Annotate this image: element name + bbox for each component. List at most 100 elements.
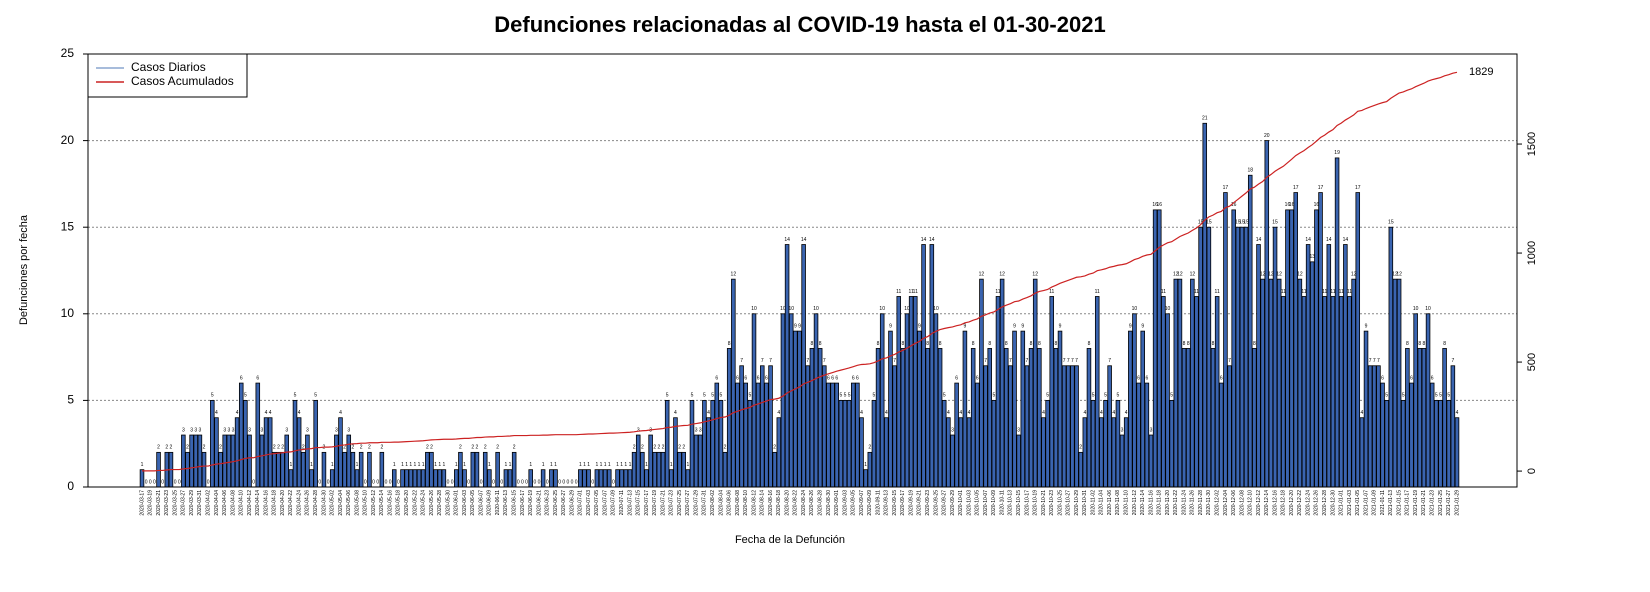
bar xyxy=(1198,226,1203,488)
data-label: 0 xyxy=(153,479,156,485)
bar xyxy=(660,451,666,488)
data-label: 12 xyxy=(1297,271,1303,277)
bar xyxy=(735,382,740,488)
x-tick-label: 2020-12-30 xyxy=(1330,490,1336,516)
bar xyxy=(267,417,273,488)
data-label: 7 xyxy=(769,358,772,364)
bar xyxy=(776,417,782,488)
x-tick-label: 2021-01-05 xyxy=(1355,490,1361,516)
x-tick-label: 2020-07-25 xyxy=(677,490,683,516)
data-label: 0 xyxy=(397,479,400,485)
bar xyxy=(987,348,992,488)
bar xyxy=(631,451,637,488)
x-tick-label: 2020-04-20 xyxy=(280,490,286,516)
bar xyxy=(669,469,674,488)
bar xyxy=(247,434,252,488)
data-label: 6 xyxy=(765,375,768,381)
bar xyxy=(1115,399,1121,488)
data-label: 4 xyxy=(1100,410,1103,416)
x-tick-label: 2020-10-27 xyxy=(1066,490,1072,516)
x-tick-label: 2020-08-20 xyxy=(784,490,790,516)
data-label: 1 xyxy=(463,462,466,468)
data-label: 0 xyxy=(591,479,594,485)
x-tick-label: 2021-01-19 xyxy=(1413,490,1419,516)
data-label: 8 xyxy=(1406,341,1409,347)
bar xyxy=(689,399,695,488)
bar xyxy=(1384,399,1389,488)
x-tick-label: 2021-01-27 xyxy=(1446,490,1452,516)
bar xyxy=(1434,399,1439,488)
data-label: 8 xyxy=(1423,341,1426,347)
data-label: 1 xyxy=(422,462,425,468)
data-label: 1 xyxy=(356,462,359,468)
x-tick-label: 2020-03-23 xyxy=(164,490,170,516)
x-tick-label: 2020-05-04 xyxy=(338,490,344,516)
data-label: 10 xyxy=(788,306,794,312)
bar xyxy=(1268,278,1274,488)
x-tick-label: 2020-08-22 xyxy=(793,490,799,516)
data-label: 2 xyxy=(219,445,222,451)
x-tick-label: 2020-04-12 xyxy=(247,490,253,516)
data-label: 2 xyxy=(662,445,665,451)
data-label: 0 xyxy=(517,479,520,485)
data-label: 6 xyxy=(736,375,739,381)
bar xyxy=(1405,348,1410,488)
bar xyxy=(1190,278,1195,488)
x-tick-label: 2020-08-06 xyxy=(727,490,733,516)
data-label: 1 xyxy=(670,462,673,468)
bar xyxy=(1421,348,1427,488)
data-label: 2 xyxy=(641,445,644,451)
data-label: 11 xyxy=(1161,289,1166,295)
x-tick-label: 2021-01-29 xyxy=(1454,490,1460,516)
x-tick-label: 2020-03-25 xyxy=(172,490,178,516)
bar xyxy=(1136,382,1141,488)
bar xyxy=(892,365,897,488)
bar xyxy=(731,278,736,488)
bar xyxy=(1057,330,1063,488)
bar xyxy=(834,382,839,488)
bar xyxy=(913,296,918,488)
x-tick-label: 2020-11-04 xyxy=(1099,490,1105,515)
data-label: 10 xyxy=(1165,306,1171,312)
bar xyxy=(482,451,488,488)
data-label: 1 xyxy=(616,462,619,468)
bar xyxy=(1078,451,1083,488)
data-label: 1 xyxy=(608,462,611,468)
x-tick-label: 2020-12-16 xyxy=(1272,490,1278,516)
bar xyxy=(594,469,600,488)
data-label: 1 xyxy=(141,462,144,468)
data-label: 10 xyxy=(813,306,819,312)
bar xyxy=(1206,226,1212,488)
data-label: 2 xyxy=(658,445,661,451)
data-label: 8 xyxy=(1088,341,1091,347)
data-label: 16 xyxy=(1285,202,1291,208)
x-tick-label: 2020-04-28 xyxy=(313,490,319,516)
bar xyxy=(379,451,385,488)
bar xyxy=(867,451,873,488)
bar xyxy=(1446,399,1451,488)
bar xyxy=(503,469,509,488)
data-label: 12 xyxy=(1190,271,1196,277)
bar xyxy=(673,417,678,488)
data-label: 3 xyxy=(695,427,698,433)
data-label: 3 xyxy=(248,427,251,433)
bar xyxy=(739,365,744,488)
x-tick-label: 2020-07-27 xyxy=(685,490,691,516)
data-label: 2 xyxy=(368,445,371,451)
bar xyxy=(1194,296,1199,488)
data-label: 14 xyxy=(801,237,807,243)
data-label: 0 xyxy=(178,479,181,485)
data-label: 6 xyxy=(240,375,243,381)
data-label: 1 xyxy=(455,462,458,468)
bar xyxy=(863,469,868,488)
x-tick-label: 2020-06-23 xyxy=(545,490,551,516)
x-tick-label: 2020-12-18 xyxy=(1281,490,1287,516)
bar xyxy=(139,469,145,488)
bar xyxy=(1247,174,1253,488)
data-label: 1 xyxy=(289,462,292,468)
bar xyxy=(648,434,653,488)
data-label: 4 xyxy=(269,410,272,416)
bar xyxy=(222,434,227,488)
x-tick-label: 2020-10-05 xyxy=(975,490,981,516)
